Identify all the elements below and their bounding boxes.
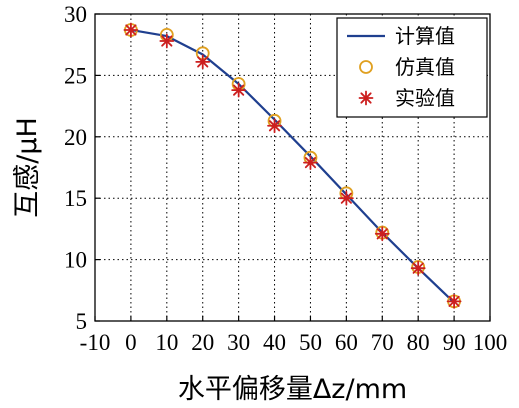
data-point-asterisk	[338, 190, 354, 206]
series-line	[130, 28, 455, 304]
y-tick-label: 20	[64, 125, 87, 150]
x-tick-label: 90	[443, 330, 466, 355]
x-tick-label: -10	[80, 330, 111, 355]
y-axis-title: 互感/μH	[12, 117, 43, 218]
data-point-asterisk	[123, 22, 139, 38]
x-tick-label: 60	[335, 330, 358, 355]
x-tick-label: 10	[155, 330, 178, 355]
y-tick-label: 10	[64, 248, 87, 273]
y-axis: 5 10 15 20 25 30	[64, 2, 100, 334]
x-tick-label: 80	[407, 330, 430, 355]
data-point-asterisk	[159, 33, 175, 49]
series-layer	[123, 22, 462, 309]
x-tick-label: 30	[227, 330, 250, 355]
x-axis-title: 水平偏移量Δz/mm	[178, 374, 407, 405]
data-point-asterisk	[303, 155, 318, 170]
x-tick-label: 100	[473, 330, 508, 355]
series-实验值	[123, 22, 462, 309]
x-axis: -10 0 10 20 30 40 50 60 70 80 90 100	[80, 316, 508, 355]
y-tick-label: 25	[64, 63, 87, 88]
data-point-asterisk	[195, 54, 211, 70]
legend-label: 仿真值	[395, 55, 455, 79]
x-tick-label: 70	[371, 330, 394, 355]
legend-swatch-circle	[359, 60, 373, 74]
y-tick-label: 30	[64, 2, 87, 27]
legend-label: 实验值	[395, 86, 455, 110]
legend-swatch-asterisk	[358, 90, 374, 106]
data-point-asterisk	[410, 260, 426, 276]
series-计算值	[130, 28, 455, 304]
x-tick-label: 0	[125, 330, 137, 355]
data-point-asterisk	[374, 226, 390, 242]
data-point-asterisk	[446, 293, 462, 309]
plot-frame	[94, 13, 491, 322]
y-tick-label: 5	[76, 309, 88, 334]
y-tick-label: 15	[64, 186, 87, 211]
x-tick-label: 20	[191, 330, 214, 355]
data-point-asterisk	[231, 82, 247, 98]
x-tick-label: 50	[299, 330, 322, 355]
data-point-asterisk	[267, 118, 282, 134]
x-tick-label: 40	[263, 330, 286, 355]
legend-box	[336, 17, 488, 118]
legend-label: 计算值	[395, 24, 455, 48]
